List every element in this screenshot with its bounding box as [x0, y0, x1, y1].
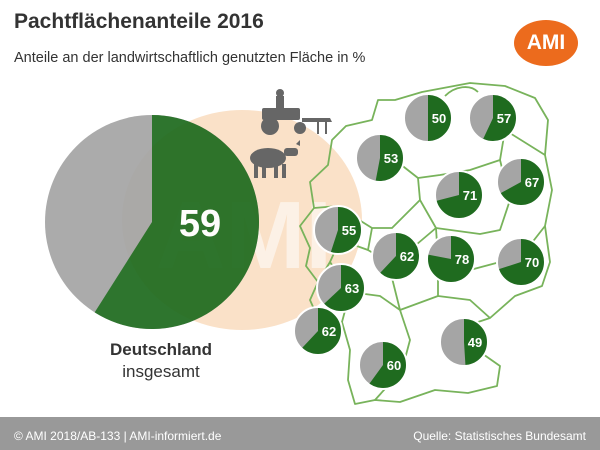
pie-lease-slice [499, 158, 546, 206]
pie-ring [426, 234, 476, 284]
map-outline [299, 82, 553, 405]
pie-value-label: 70 [525, 255, 539, 270]
map-state-border [437, 295, 491, 319]
footer-source: Quelle: Statistisches Bundesamt [413, 429, 586, 443]
national-caption: Deutschland insgesamt [96, 340, 226, 382]
footer: © AMI 2018/AB-133 | AMI-informiert.de Qu… [0, 417, 600, 450]
state-pie: 60 [358, 340, 408, 390]
pie-group: 59 50 57 53 67 71 55 62 78 70 63 62 49 60 [45, 93, 546, 390]
pie-lease-slice [464, 318, 489, 366]
pie-ring [496, 237, 546, 287]
state-pie: 50 [403, 93, 453, 143]
pie-ring [355, 133, 405, 183]
pie-value-label: 55 [342, 223, 356, 238]
pie-ring [313, 205, 363, 255]
pie-value-label: 50 [432, 111, 446, 126]
state-pie: 70 [496, 237, 546, 287]
national-name: Deutschland [109, 340, 213, 359]
pie-lease-slice [435, 171, 484, 220]
pie-lease-slice [368, 341, 407, 390]
state-pie: 57 [468, 93, 518, 143]
pie-value-label: 62 [322, 324, 336, 339]
pie-lease-slice [482, 94, 517, 142]
pie-lease-slice [498, 238, 546, 286]
pie-lease-slice [427, 235, 475, 284]
pie-value-label: 67 [525, 175, 539, 190]
cow-icon [250, 140, 300, 178]
pie-lease-slice [379, 232, 420, 280]
pie-value-label: 53 [384, 151, 398, 166]
pie-ring [468, 93, 518, 143]
pie-ring [293, 306, 343, 356]
pie-value-label: 60 [387, 358, 401, 373]
pie-ring [496, 157, 546, 207]
pie-ring [358, 340, 408, 390]
national-subtitle: insgesamt [122, 362, 200, 381]
state-pie: 62 [293, 306, 343, 356]
national-pie: 59 [45, 115, 259, 329]
pie-lease-slice [94, 115, 259, 329]
pie-lease-slice [323, 264, 365, 312]
pie-lease-slice [301, 307, 342, 355]
pie-ring [439, 317, 489, 367]
pie-lease-slice [428, 94, 452, 142]
ami-logo: AMI [514, 20, 578, 66]
pie-value-label: 78 [455, 252, 469, 267]
pie-ring [434, 170, 484, 220]
footer-copyright: © AMI 2018/AB-133 | AMI-informiert.de [14, 429, 222, 443]
state-pie: 55 [313, 205, 363, 255]
state-pie: 78 [426, 234, 476, 284]
pie-lease-slice [375, 134, 405, 182]
pie-ring [371, 231, 421, 281]
state-pie: 67 [496, 157, 546, 207]
pie-ring [403, 93, 453, 143]
pie-value-label: 49 [468, 335, 482, 350]
state-pie: 63 [316, 263, 366, 313]
pie-value-label: 63 [345, 281, 359, 296]
chart-subtitle: Anteile an der landwirtschaftlich genutz… [14, 50, 366, 66]
state-pie: 62 [371, 231, 421, 281]
pie-value-label: 71 [463, 188, 477, 203]
state-pie: 71 [434, 170, 484, 220]
pie-lease-slice [330, 206, 363, 255]
state-pie: 53 [355, 133, 405, 183]
pie-value-label: 62 [400, 249, 414, 264]
pie-ring [316, 263, 366, 313]
pie-value-label: 57 [497, 111, 511, 126]
state-pie: 49 [439, 317, 489, 367]
tractor-icon [261, 89, 332, 135]
pie-value-label: 59 [179, 203, 221, 245]
map-island [444, 86, 479, 97]
chart-title: Pachtflächenanteile 2016 [14, 10, 264, 33]
